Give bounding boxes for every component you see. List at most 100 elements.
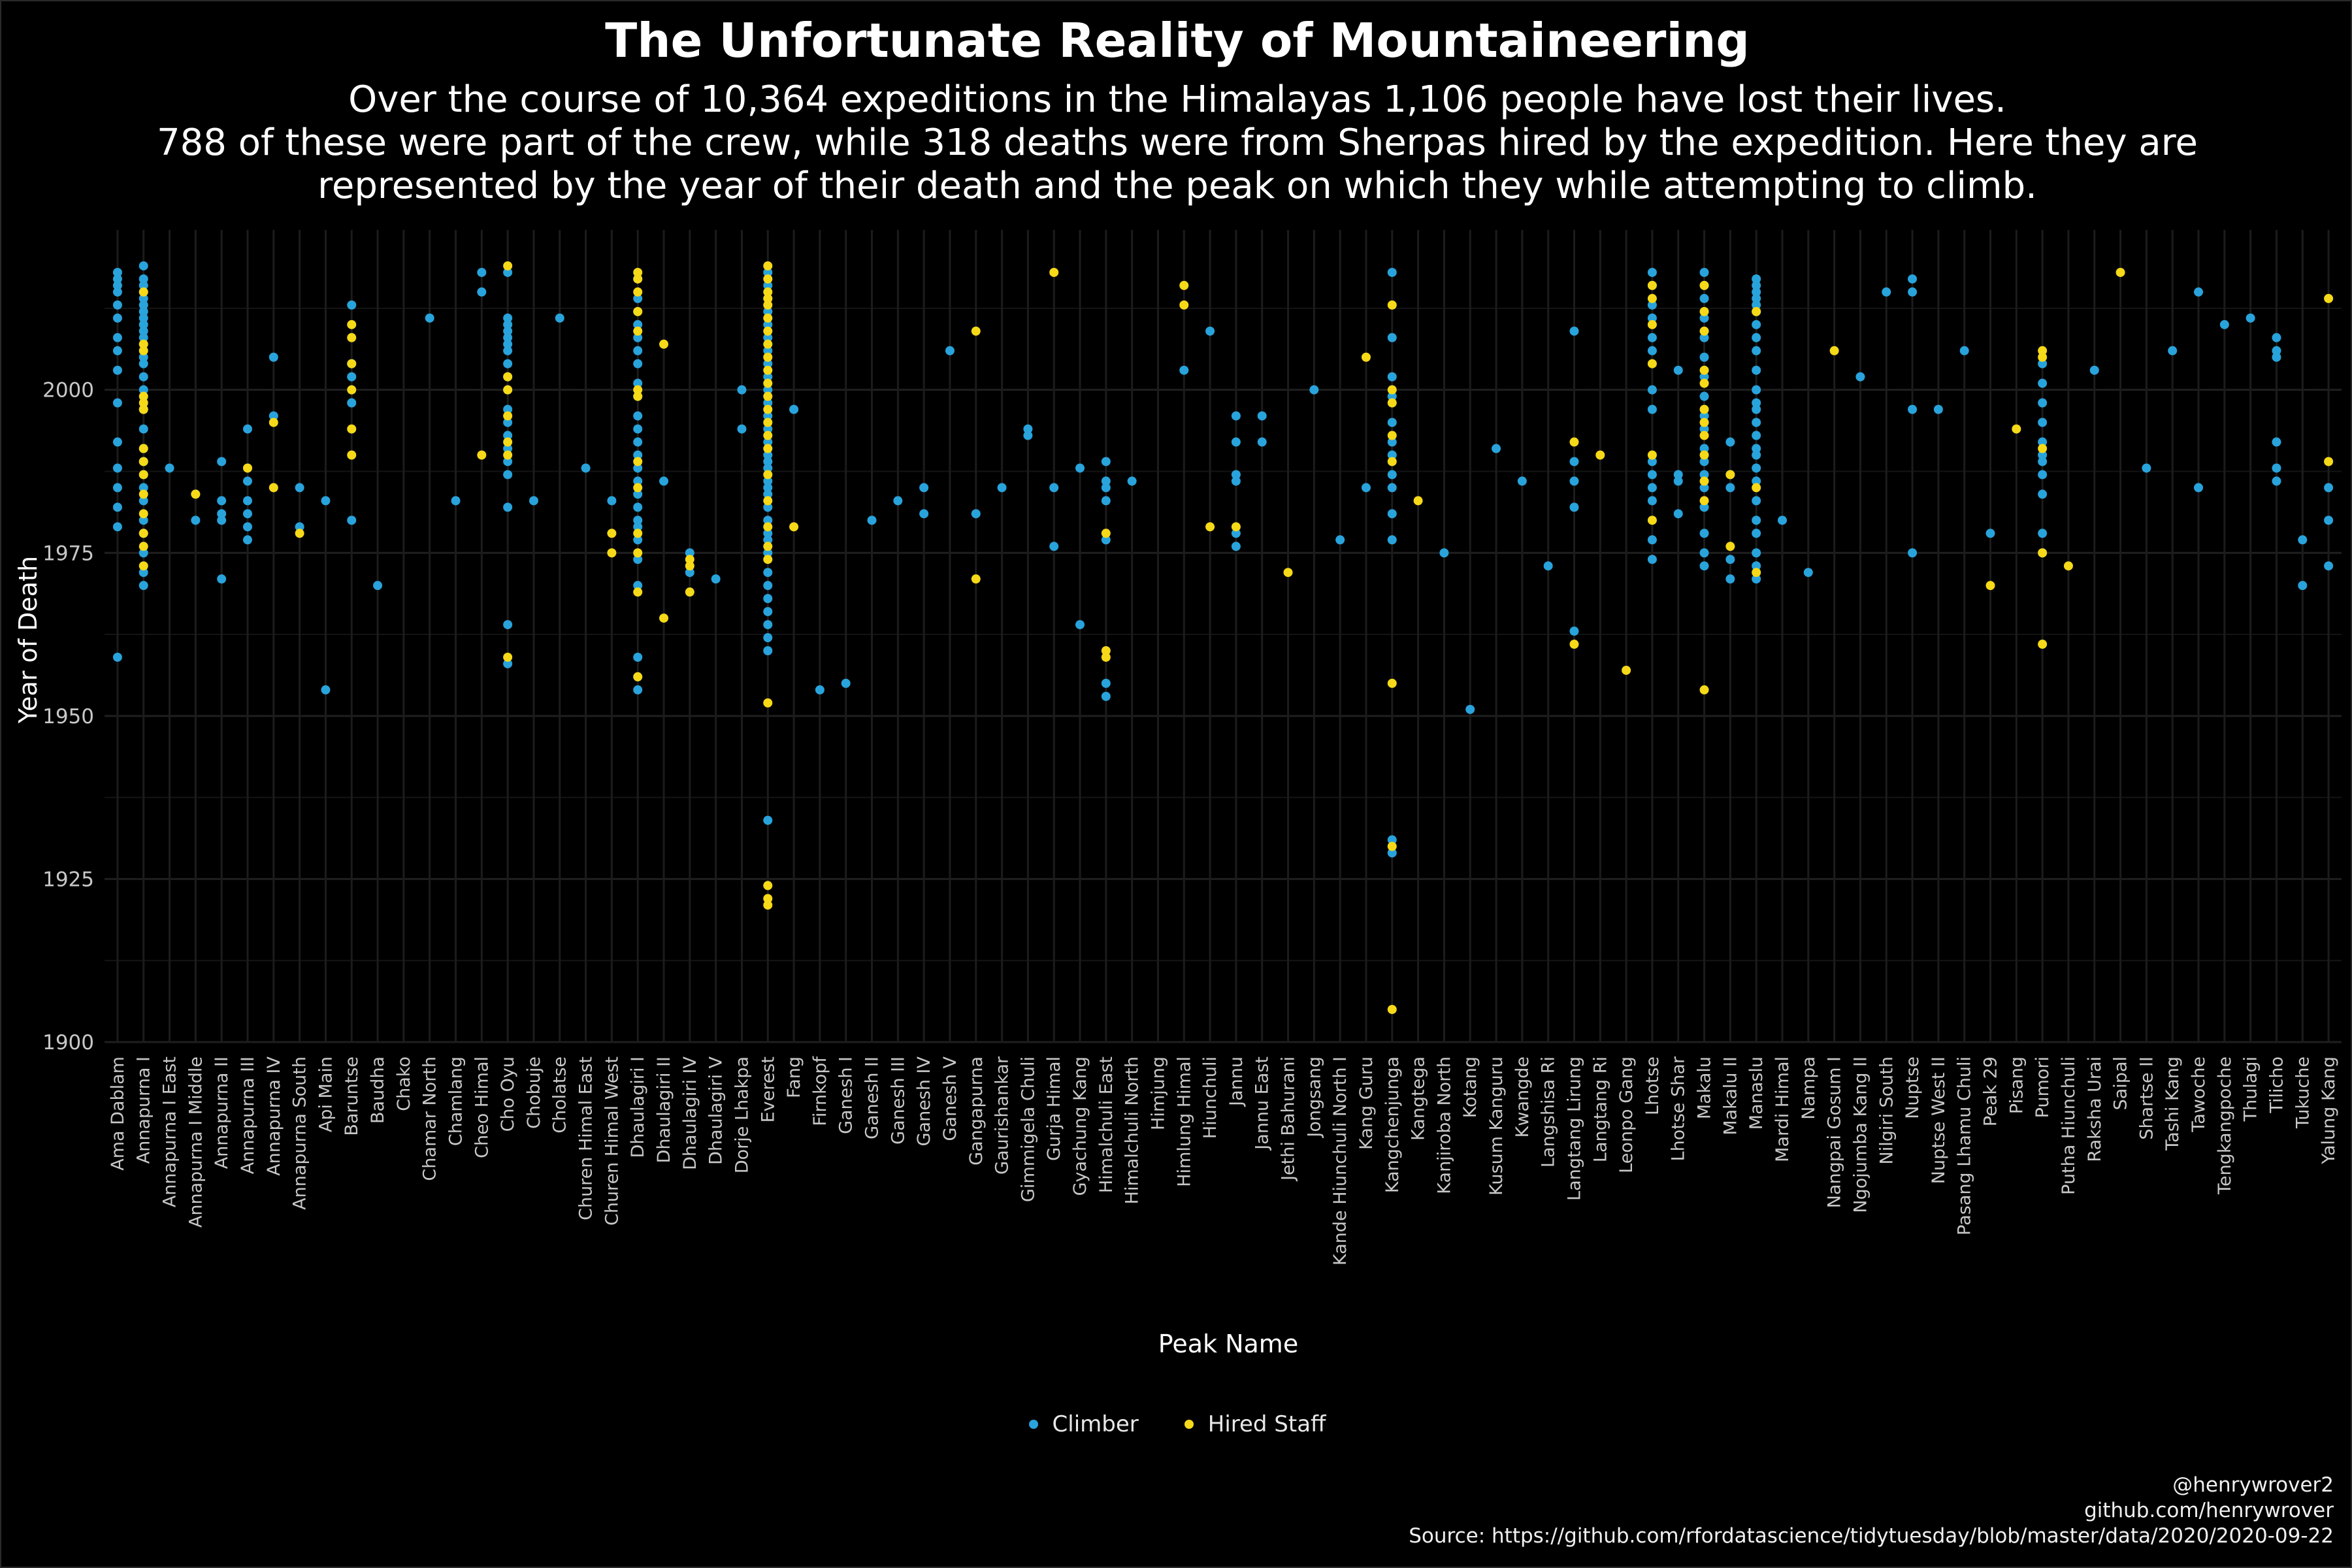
point-climber: [737, 424, 747, 434]
point-climber: [112, 300, 122, 310]
point-hired-staff: [1101, 529, 1111, 538]
point-climber: [633, 652, 643, 662]
x-tick-label: Kanjiroba North: [1434, 1056, 1454, 1194]
point-climber: [2038, 489, 2048, 499]
point-climber: [1387, 470, 1397, 480]
point-climber: [841, 678, 851, 688]
point-hired-staff: [971, 574, 981, 584]
x-tick-label: Baruntse: [342, 1056, 362, 1136]
point-hired-staff: [1699, 476, 1709, 486]
point-hired-staff: [1699, 378, 1709, 388]
point-climber: [763, 646, 773, 655]
point-climber: [1101, 691, 1111, 701]
point-climber: [763, 333, 773, 342]
point-hired-staff: [763, 444, 773, 453]
x-tick-label: Dhaulagiri I: [628, 1056, 648, 1158]
point-hired-staff: [1752, 306, 1761, 316]
point-hired-staff: [139, 339, 148, 349]
x-tick-label: Tilicho: [2266, 1056, 2287, 1114]
point-hired-staff: [633, 529, 643, 538]
point-climber: [763, 581, 773, 591]
point-climber: [2038, 470, 2048, 480]
point-hired-staff: [139, 509, 148, 519]
point-climber: [1725, 483, 1735, 493]
point-climber: [633, 293, 643, 303]
point-climber: [503, 502, 513, 512]
point-climber: [815, 685, 825, 694]
point-climber: [1855, 372, 1865, 382]
point-climber: [139, 372, 148, 382]
point-climber: [1752, 417, 1761, 427]
point-hired-staff: [2038, 352, 2048, 362]
legend-label-climber: Climber: [1052, 1411, 1139, 1437]
point-climber: [763, 319, 773, 329]
point-climber: [1752, 346, 1761, 355]
point-climber: [112, 398, 122, 408]
point-hired-staff: [2324, 457, 2334, 466]
point-climber: [139, 274, 148, 284]
point-climber: [2246, 313, 2255, 323]
point-hired-staff: [1647, 280, 1657, 290]
point-climber: [1049, 542, 1059, 551]
x-tick-label: Gyachung Kang: [1070, 1056, 1090, 1196]
x-tick-label: Ama Dablam: [108, 1056, 128, 1171]
point-climber: [1752, 333, 1761, 342]
x-tick-label: Ngojumba Kang II: [1850, 1056, 1870, 1213]
x-tick-label: Tengkangpoche: [2215, 1056, 2235, 1195]
point-hired-staff: [1752, 568, 1761, 578]
point-climber: [451, 496, 461, 506]
point-climber: [633, 424, 643, 434]
point-climber: [347, 300, 357, 310]
point-climber: [242, 424, 252, 434]
point-hired-staff: [763, 522, 773, 532]
point-climber: [1985, 529, 1995, 538]
point-climber: [633, 437, 643, 447]
point-climber: [1699, 313, 1709, 323]
y-tick-label: 2000: [42, 379, 94, 402]
x-tick-label: Pisang: [2006, 1056, 2027, 1114]
point-hired-staff: [191, 489, 201, 499]
point-climber: [1752, 561, 1761, 571]
point-hired-staff: [2038, 640, 2048, 649]
x-tick-label: Nangpai Gosum I: [1825, 1056, 1845, 1208]
point-climber: [112, 437, 122, 447]
point-climber: [1752, 574, 1761, 584]
point-climber: [685, 548, 694, 558]
point-climber: [659, 476, 668, 486]
point-climber: [1387, 391, 1397, 401]
point-hired-staff: [2324, 293, 2334, 303]
point-hired-staff: [763, 326, 773, 336]
x-tick-label: Kang Guru: [1356, 1056, 1377, 1150]
point-hired-staff: [633, 326, 643, 336]
point-climber: [763, 306, 773, 316]
chart-title: The Unfortunate Reality of Mountaineerin…: [605, 13, 1750, 68]
point-climber: [1231, 476, 1241, 486]
x-tick-label: Cheo Himal: [472, 1056, 492, 1158]
point-climber: [2324, 483, 2334, 493]
point-hired-staff: [503, 261, 513, 270]
point-hired-staff: [763, 431, 773, 440]
point-climber: [1752, 385, 1761, 395]
point-hired-staff: [763, 300, 773, 310]
point-climber: [1023, 431, 1033, 440]
point-climber: [1569, 502, 1579, 512]
legend: Climber Hired Staff: [1, 1411, 2352, 1437]
caption-line-1: @henrywrover2: [2172, 1473, 2334, 1497]
point-climber: [2194, 483, 2204, 493]
point-hired-staff: [685, 587, 694, 597]
x-tick-label: Cho Oyu: [498, 1056, 518, 1132]
x-tick-label: Himjung: [1148, 1056, 1168, 1130]
point-climber: [763, 502, 773, 512]
point-climber: [1647, 267, 1657, 277]
point-climber: [763, 489, 773, 499]
point-climber: [1387, 535, 1397, 545]
point-climber: [1647, 496, 1657, 506]
x-tick-label: Kangtega: [1409, 1056, 1429, 1141]
point-climber: [763, 398, 773, 408]
point-climber: [1699, 411, 1709, 421]
point-climber: [971, 509, 981, 519]
x-tick-label: Baudha: [368, 1056, 388, 1124]
point-hired-staff: [1699, 450, 1709, 460]
point-hired-staff: [1387, 398, 1397, 408]
point-climber: [321, 496, 331, 506]
